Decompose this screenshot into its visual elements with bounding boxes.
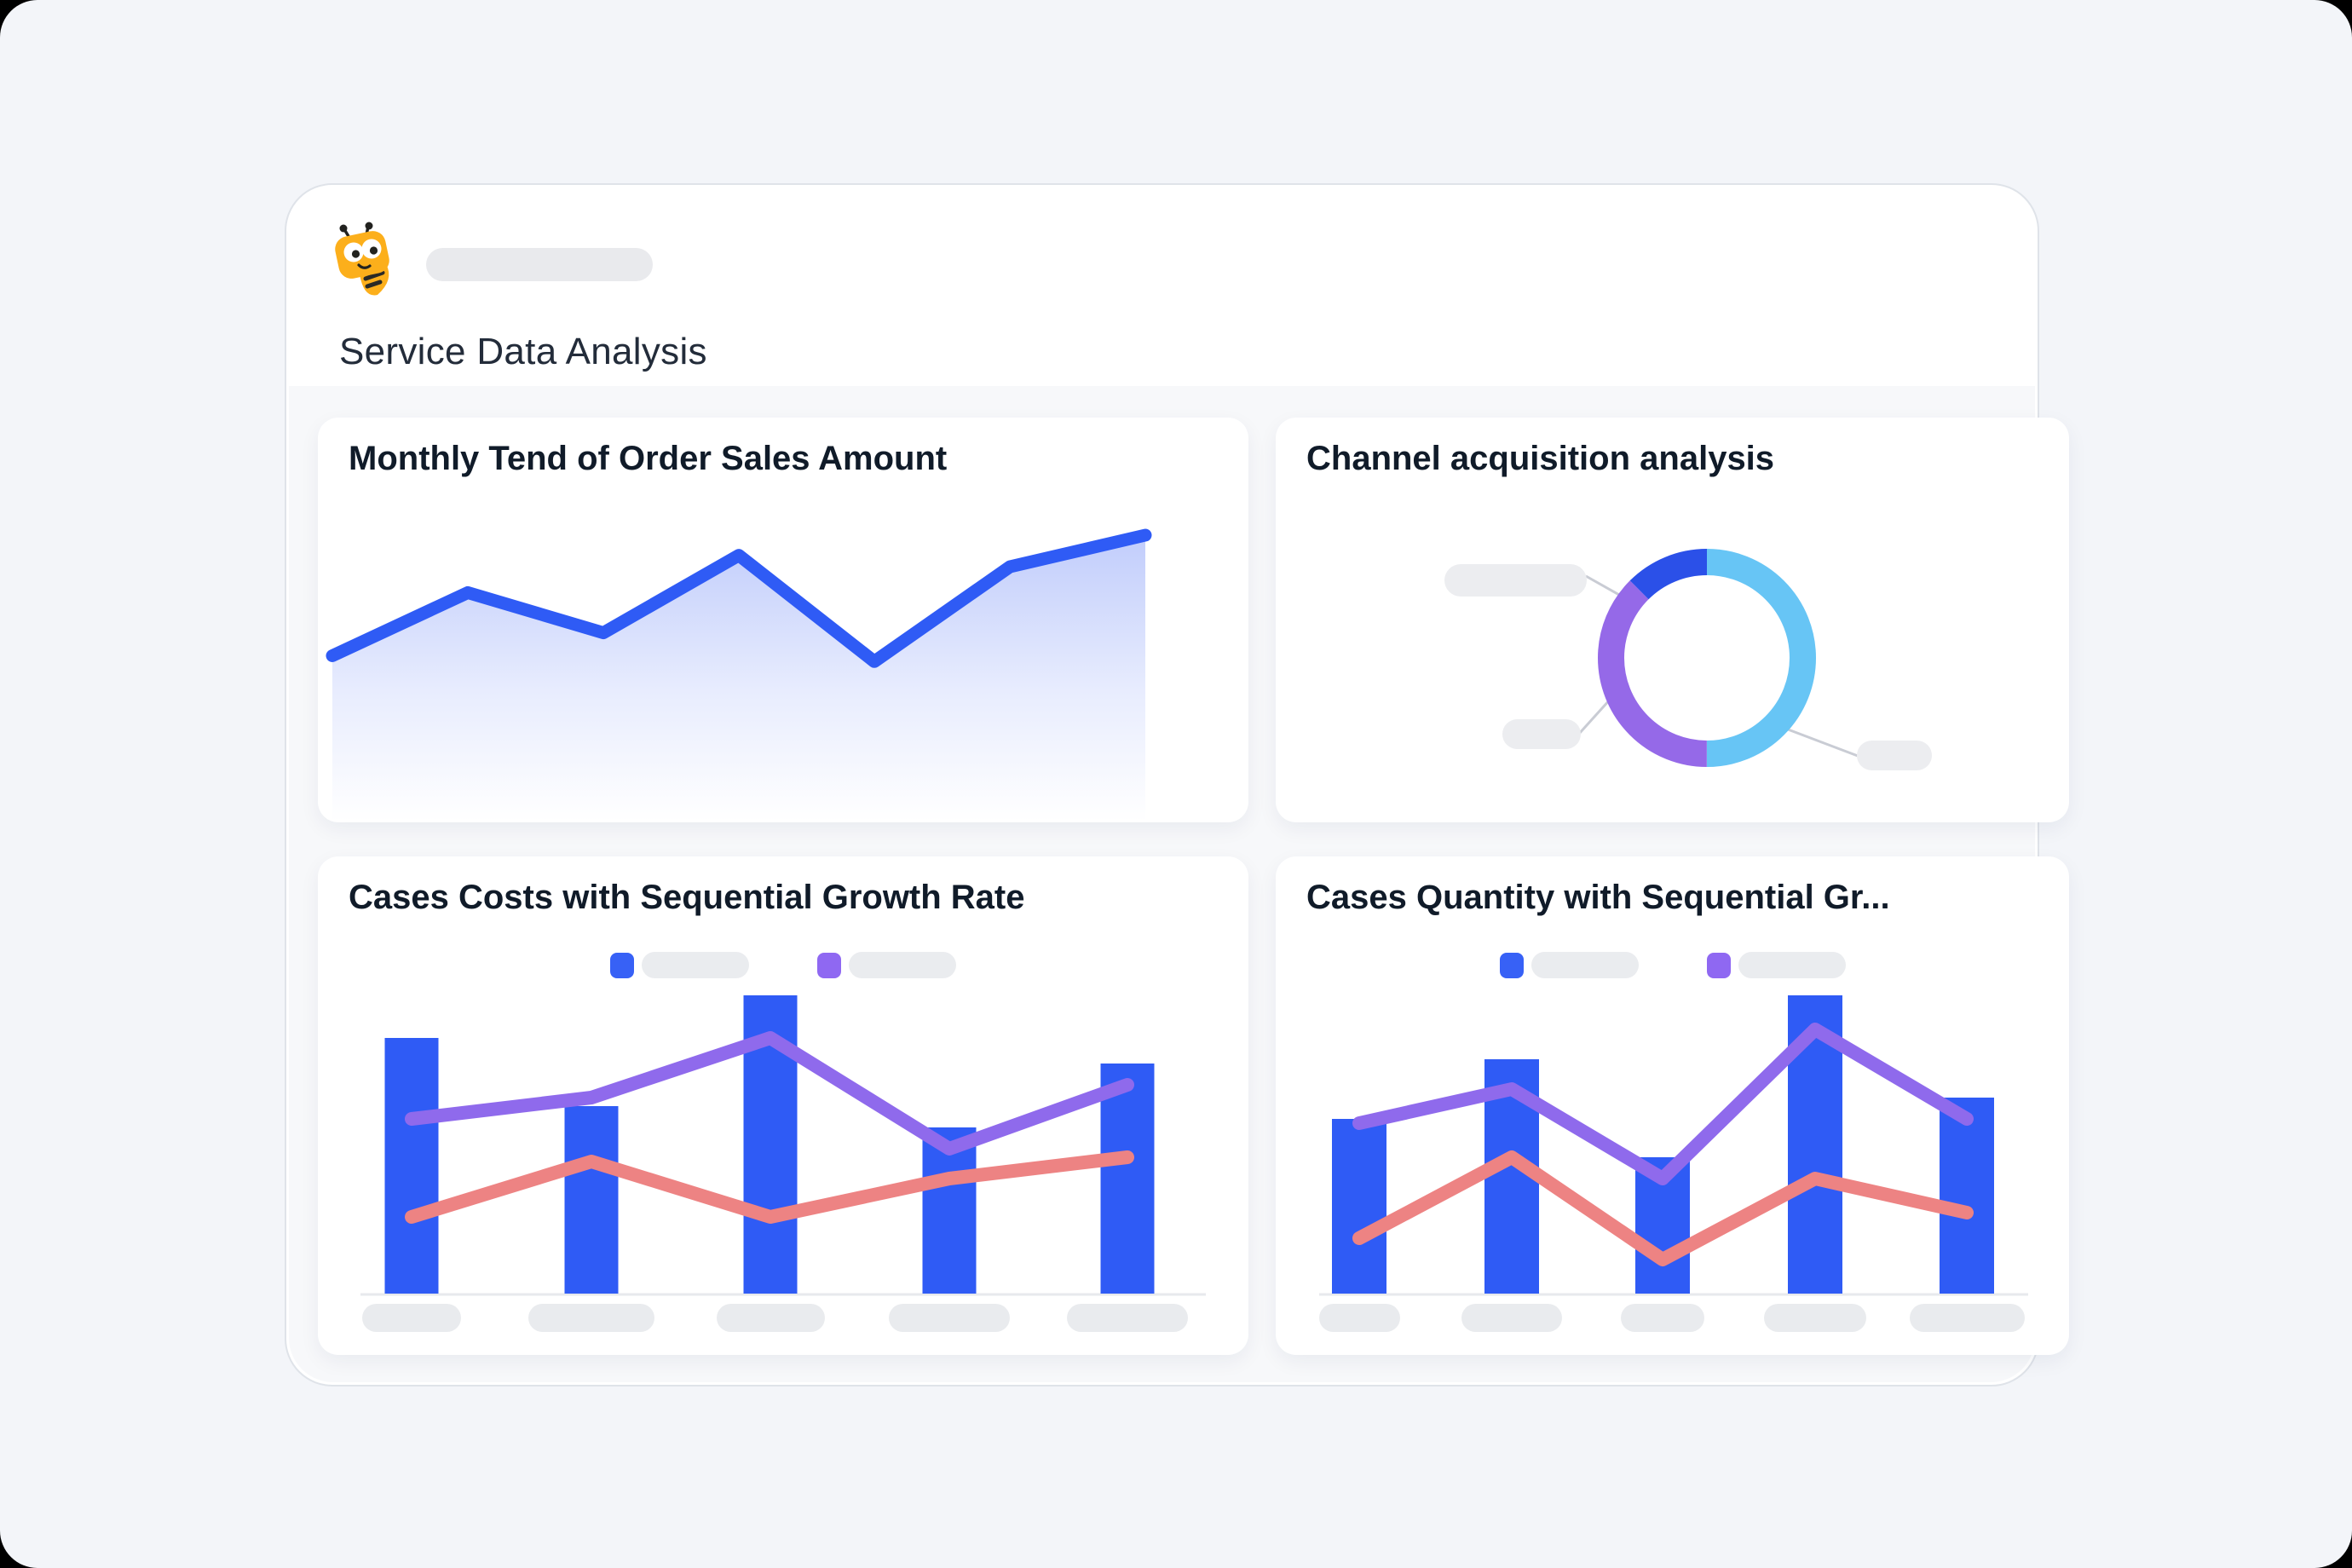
x-axis-label-placeholder — [1621, 1304, 1704, 1332]
legend-label-placeholder — [642, 952, 749, 978]
donut-label-placeholder — [1502, 719, 1581, 749]
bar — [1940, 1098, 1994, 1294]
card-channel-acquisition[interactable]: Channel acquisition analysis — [1276, 418, 2069, 822]
legend-swatch-purple — [817, 952, 841, 978]
cases-costs-combo-chart — [360, 995, 1206, 1296]
x-axis-label-placeholder — [1461, 1304, 1562, 1332]
bar — [564, 1106, 619, 1294]
trend-line — [326, 528, 1152, 668]
x-axis-label-placeholder — [1067, 1304, 1188, 1332]
line-salmon — [1352, 1150, 1974, 1266]
x-axis-label-placeholder — [1318, 1304, 1400, 1332]
chart-legend — [1276, 952, 2069, 978]
donut-blue-segment — [1598, 549, 1816, 767]
card-title: Channel acquisition analysis — [1306, 440, 1775, 477]
cases-quantity-combo-chart — [1319, 995, 2028, 1296]
donut-label-placeholder — [1857, 741, 1932, 770]
sender-name-placeholder — [426, 248, 653, 281]
donut-purple-segment — [1598, 549, 1816, 767]
card-cases-costs[interactable]: Cases Costs with Sequential Growth Rate — [318, 856, 1248, 1355]
sales-trend-area-chart — [326, 528, 1152, 821]
bar — [384, 1038, 439, 1294]
legend-item-bars — [1499, 952, 1639, 978]
legend-label-placeholder — [849, 952, 956, 978]
card-title: Cases Quantity with Sequential Gr... — [1306, 879, 1890, 916]
bar — [1332, 1119, 1386, 1294]
line-purple — [1352, 1023, 1974, 1185]
donut-label-placeholder — [1444, 564, 1587, 597]
card-cases-quantity[interactable]: Cases Quantity with Sequential Gr... — [1276, 856, 2069, 1355]
x-axis-label-placeholder — [1909, 1304, 2025, 1332]
legend-item-bars — [610, 952, 749, 978]
x-axis-label-placeholder — [889, 1304, 1010, 1332]
area-fill — [332, 535, 1145, 821]
x-axis-label-placeholder — [716, 1304, 825, 1332]
donut-connector-line — [1776, 723, 1859, 758]
bar — [1100, 1064, 1155, 1294]
line-purple — [405, 1031, 1134, 1156]
legend-label-placeholder — [1738, 952, 1846, 978]
page-title: Service Data Analysis — [339, 331, 707, 372]
chart-legend — [318, 952, 1248, 978]
legend-swatch-purple — [1706, 952, 1731, 978]
card-monthly-sales-trend[interactable]: Monthly Tend of Order Sales Amount — [318, 418, 1248, 822]
card-title: Cases Costs with Sequential Growth Rate — [349, 879, 1025, 916]
legend-item-line — [817, 952, 956, 978]
line-salmon — [405, 1150, 1134, 1224]
x-axis-label-placeholder — [1764, 1304, 1866, 1332]
legend-label-placeholder — [1531, 952, 1639, 978]
legend-swatch-blue — [610, 952, 634, 978]
channel-donut-chart — [1577, 549, 1859, 767]
x-axis-label-placeholder — [528, 1304, 654, 1332]
legend-swatch-blue — [1499, 952, 1524, 978]
donut-connector-line — [1577, 697, 1612, 735]
card-title: Monthly Tend of Order Sales Amount — [349, 440, 948, 477]
bee-mascot-icon — [335, 222, 389, 296]
legend-item-line — [1706, 952, 1846, 978]
x-axis-label-placeholder — [362, 1304, 461, 1332]
